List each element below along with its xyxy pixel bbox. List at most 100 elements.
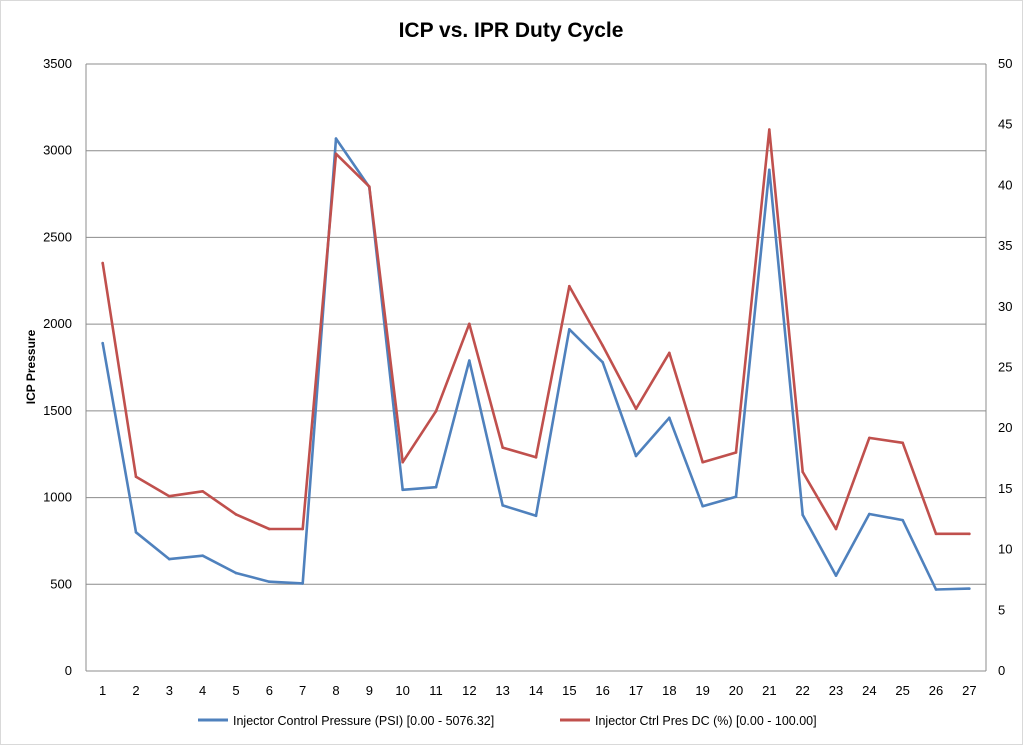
x-tick-label: 25 [895,683,909,698]
data-point-icp [534,514,538,518]
data-point-icp [501,504,504,507]
data-point-duty-cycle [934,532,938,536]
data-point-duty-cycle [634,407,638,411]
data-point-icp [834,574,838,577]
data-point-duty-cycle [334,152,338,156]
data-point-duty-cycle [268,527,271,531]
data-point-duty-cycle [668,351,671,355]
x-tick-label: 8 [332,683,339,698]
data-point-icp [401,488,404,492]
data-point-duty-cycle [468,322,471,326]
data-point-duty-cycle [101,261,104,265]
data-point-duty-cycle [434,409,438,413]
data-point-duty-cycle [734,451,738,454]
x-tick-label: 22 [795,683,809,698]
data-point-duty-cycle [568,284,571,288]
data-point-icp [701,504,704,508]
y2-tick-label: 15 [998,481,1012,496]
x-tick-label: 21 [762,683,776,698]
y-tick-label: 1000 [43,490,72,505]
data-point-duty-cycle [534,456,538,459]
data-point-duty-cycle [968,532,971,536]
data-point-icp [168,557,171,561]
data-point-icp [634,454,638,458]
data-point-icp [901,518,904,522]
data-point-icp [968,587,971,590]
data-point-duty-cycle [701,460,704,464]
x-tick-label: 13 [495,683,509,698]
x-tick-label: 15 [562,683,576,698]
data-point-icp [934,588,938,591]
data-point-icp [334,137,338,140]
y2-tick-label: 5 [998,602,1005,617]
data-point-duty-cycle [501,446,504,449]
data-point-icp [234,571,238,575]
y2-tick-label: 25 [998,360,1012,375]
data-point-duty-cycle [301,527,304,531]
x-tick-label: 4 [199,683,206,698]
y2-tick-label: 20 [998,420,1012,435]
x-tick-label: 6 [266,683,273,698]
data-point-icp [868,512,871,516]
x-tick-label: 18 [662,683,676,698]
x-tick-label: 1 [99,683,106,698]
axes [85,64,987,672]
data-point-icp [201,554,204,557]
x-tick-label: 14 [529,683,543,698]
data-point-duty-cycle [201,490,204,493]
data-point-duty-cycle [401,460,404,464]
y-tick-label: 2000 [43,316,72,331]
y2-axis-ticks: 0 5 10 15 20 25 30 35 40 45 50 [998,56,1012,678]
x-tick-label: 20 [729,683,743,698]
x-tick-label: 3 [166,683,173,698]
data-point-duty-cycle [901,441,904,445]
data-point-icp [568,328,571,331]
legend-label-duty-cycle: Injector Ctrl Pres DC (%) [0.00 - 100.00… [595,714,817,728]
data-point-icp [601,360,604,364]
y-axis-ticks: 0 500 1000 1500 2000 2500 3000 3500 [43,56,72,678]
data-point-icp [268,580,271,583]
data-point-icp [101,341,104,345]
x-tick-label: 10 [395,683,409,698]
y2-tick-label: 40 [998,177,1012,192]
legend: Injector Control Pressure (PSI) [0.00 - … [198,714,817,728]
data-point-duty-cycle [801,470,804,474]
y-tick-label: 500 [50,576,72,591]
data-point-icp [801,513,804,517]
x-tick-label: 11 [429,683,443,698]
y-tick-label: 1500 [43,403,72,418]
y2-tick-label: 0 [998,663,1005,678]
y2-tick-label: 50 [998,56,1012,71]
gridlines [86,63,986,585]
data-point-icp [301,582,304,585]
data-point-icp [734,495,738,499]
x-tick-label: 16 [595,683,609,698]
data-point-icp [134,530,138,534]
data-point-duty-cycle [234,513,238,516]
x-tick-label: 9 [366,683,373,698]
y-axis-label: ICP Pressure [24,329,38,404]
y2-tick-label: 30 [998,299,1012,314]
data-point-duty-cycle [768,128,771,131]
x-axis-ticks: 1 2 3 4 5 6 7 8 9 10 11 12 13 14 15 16 17 18 19 20 21 22 23 24 2… [99,683,977,698]
data-point-icp [768,168,771,172]
x-tick-label: 7 [299,683,306,698]
y-tick-label: 0 [65,663,72,678]
legend-label-icp: Injector Control Pressure (PSI) [0.00 - … [233,714,494,728]
y-tick-label: 2500 [43,229,72,244]
series-lines [101,128,971,591]
data-point-duty-cycle [834,527,838,531]
x-tick-label: 23 [829,683,843,698]
data-point-duty-cycle [134,475,138,479]
x-tick-label: 19 [695,683,709,698]
y-tick-label: 3000 [43,143,72,158]
data-point-icp [668,416,671,420]
x-tick-label: 26 [929,683,943,698]
y2-tick-label: 35 [998,238,1012,253]
x-tick-label: 2 [132,683,139,698]
data-point-icp [468,359,471,362]
x-tick-label: 17 [629,683,643,698]
y-tick-label: 3500 [43,56,72,71]
